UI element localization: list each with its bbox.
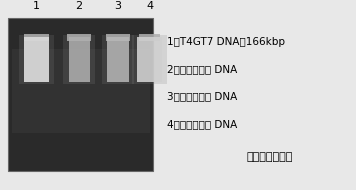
Bar	[102, 35, 134, 84]
Bar	[67, 34, 91, 41]
Bar	[106, 34, 130, 41]
Bar	[137, 37, 162, 82]
Bar	[24, 34, 49, 41]
Text: 4: 4	[146, 1, 153, 11]
Bar	[108, 37, 129, 82]
Text: 1、T4GT7 DNA：166kbp: 1、T4GT7 DNA：166kbp	[167, 36, 286, 47]
Bar	[9, 18, 153, 171]
Bar	[132, 35, 167, 84]
Text: 2、肝脏基因组 DNA: 2、肝脏基因组 DNA	[167, 64, 238, 74]
Text: 2: 2	[75, 1, 83, 11]
Text: 3: 3	[114, 1, 121, 11]
Bar	[19, 35, 54, 84]
Bar	[24, 37, 49, 82]
Text: 1: 1	[33, 1, 40, 11]
Text: 脉冲场凝胶电泳: 脉冲场凝胶电泳	[247, 152, 293, 162]
Bar	[68, 37, 90, 82]
Bar	[63, 35, 95, 84]
Bar	[12, 49, 150, 133]
Text: 4、心脏基因组 DNA: 4、心脏基因组 DNA	[167, 119, 238, 129]
Text: 3、肾脏基因组 DNA: 3、肾脏基因组 DNA	[167, 91, 238, 101]
Bar	[139, 34, 160, 41]
